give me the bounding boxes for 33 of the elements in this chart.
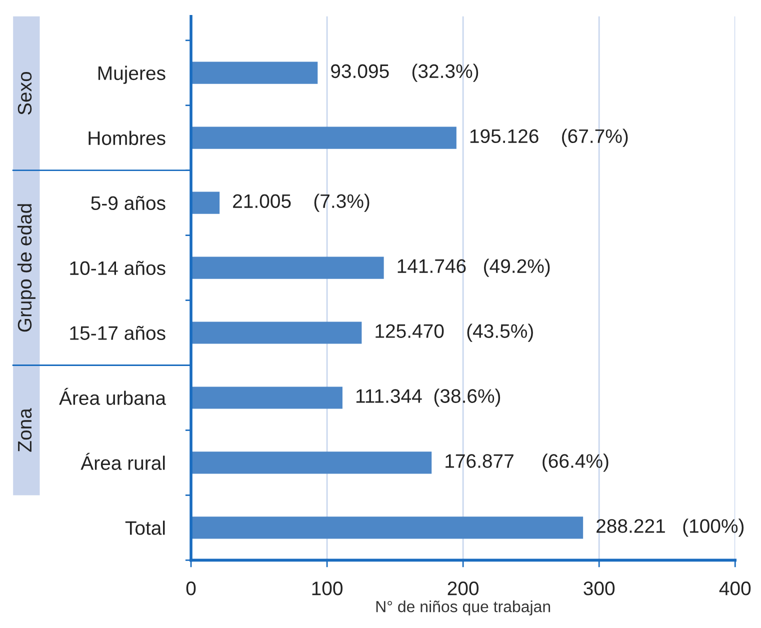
y-tick-label: Área urbana bbox=[59, 388, 166, 405]
x-tick-label: 200 bbox=[448, 582, 479, 596]
y-tick-label: 10-14 años bbox=[70, 260, 166, 276]
x-tick-label: 400 bbox=[719, 582, 751, 596]
data-label: 93.095 (32.3%) bbox=[331, 64, 478, 82]
bar bbox=[191, 322, 362, 344]
x-tick-label: 300 bbox=[584, 582, 615, 596]
data-label: 125.470 (43.5%) bbox=[376, 324, 533, 342]
y-tick-label: Hombres bbox=[88, 130, 166, 146]
text: Zona bbox=[18, 408, 32, 452]
data-label: 176.877 (66.4%) bbox=[446, 454, 608, 472]
x-tick-label: 0 bbox=[186, 582, 196, 596]
data-label: 288.221 (100%) bbox=[596, 518, 744, 537]
bar bbox=[191, 386, 342, 409]
bar bbox=[191, 192, 220, 214]
y-tick-label: Área rural bbox=[80, 452, 165, 470]
x-axis-title: N° de niños que trabajan bbox=[376, 600, 550, 616]
bar bbox=[191, 452, 432, 474]
text: Sexo bbox=[18, 72, 32, 115]
bar bbox=[191, 126, 456, 149]
data-label: 111.344 (38.6%) bbox=[356, 388, 500, 407]
bar bbox=[191, 62, 318, 84]
y-tick-label: 5-9 años bbox=[91, 196, 166, 210]
y-tick-label: 15-17 años bbox=[70, 326, 166, 340]
y-tick-label: Mujeres bbox=[98, 66, 166, 84]
data-label: 195.126 (67.7%) bbox=[470, 128, 628, 147]
y-tick-label: Total bbox=[125, 520, 165, 535]
bar bbox=[191, 516, 584, 539]
data-label: 141.746 (49.2%) bbox=[398, 258, 550, 277]
bar bbox=[191, 256, 384, 279]
x-tick-label: 100 bbox=[312, 582, 342, 596]
text: Grupo de edad bbox=[17, 204, 36, 332]
data-label: 21.005 (7.3%) bbox=[233, 194, 370, 212]
